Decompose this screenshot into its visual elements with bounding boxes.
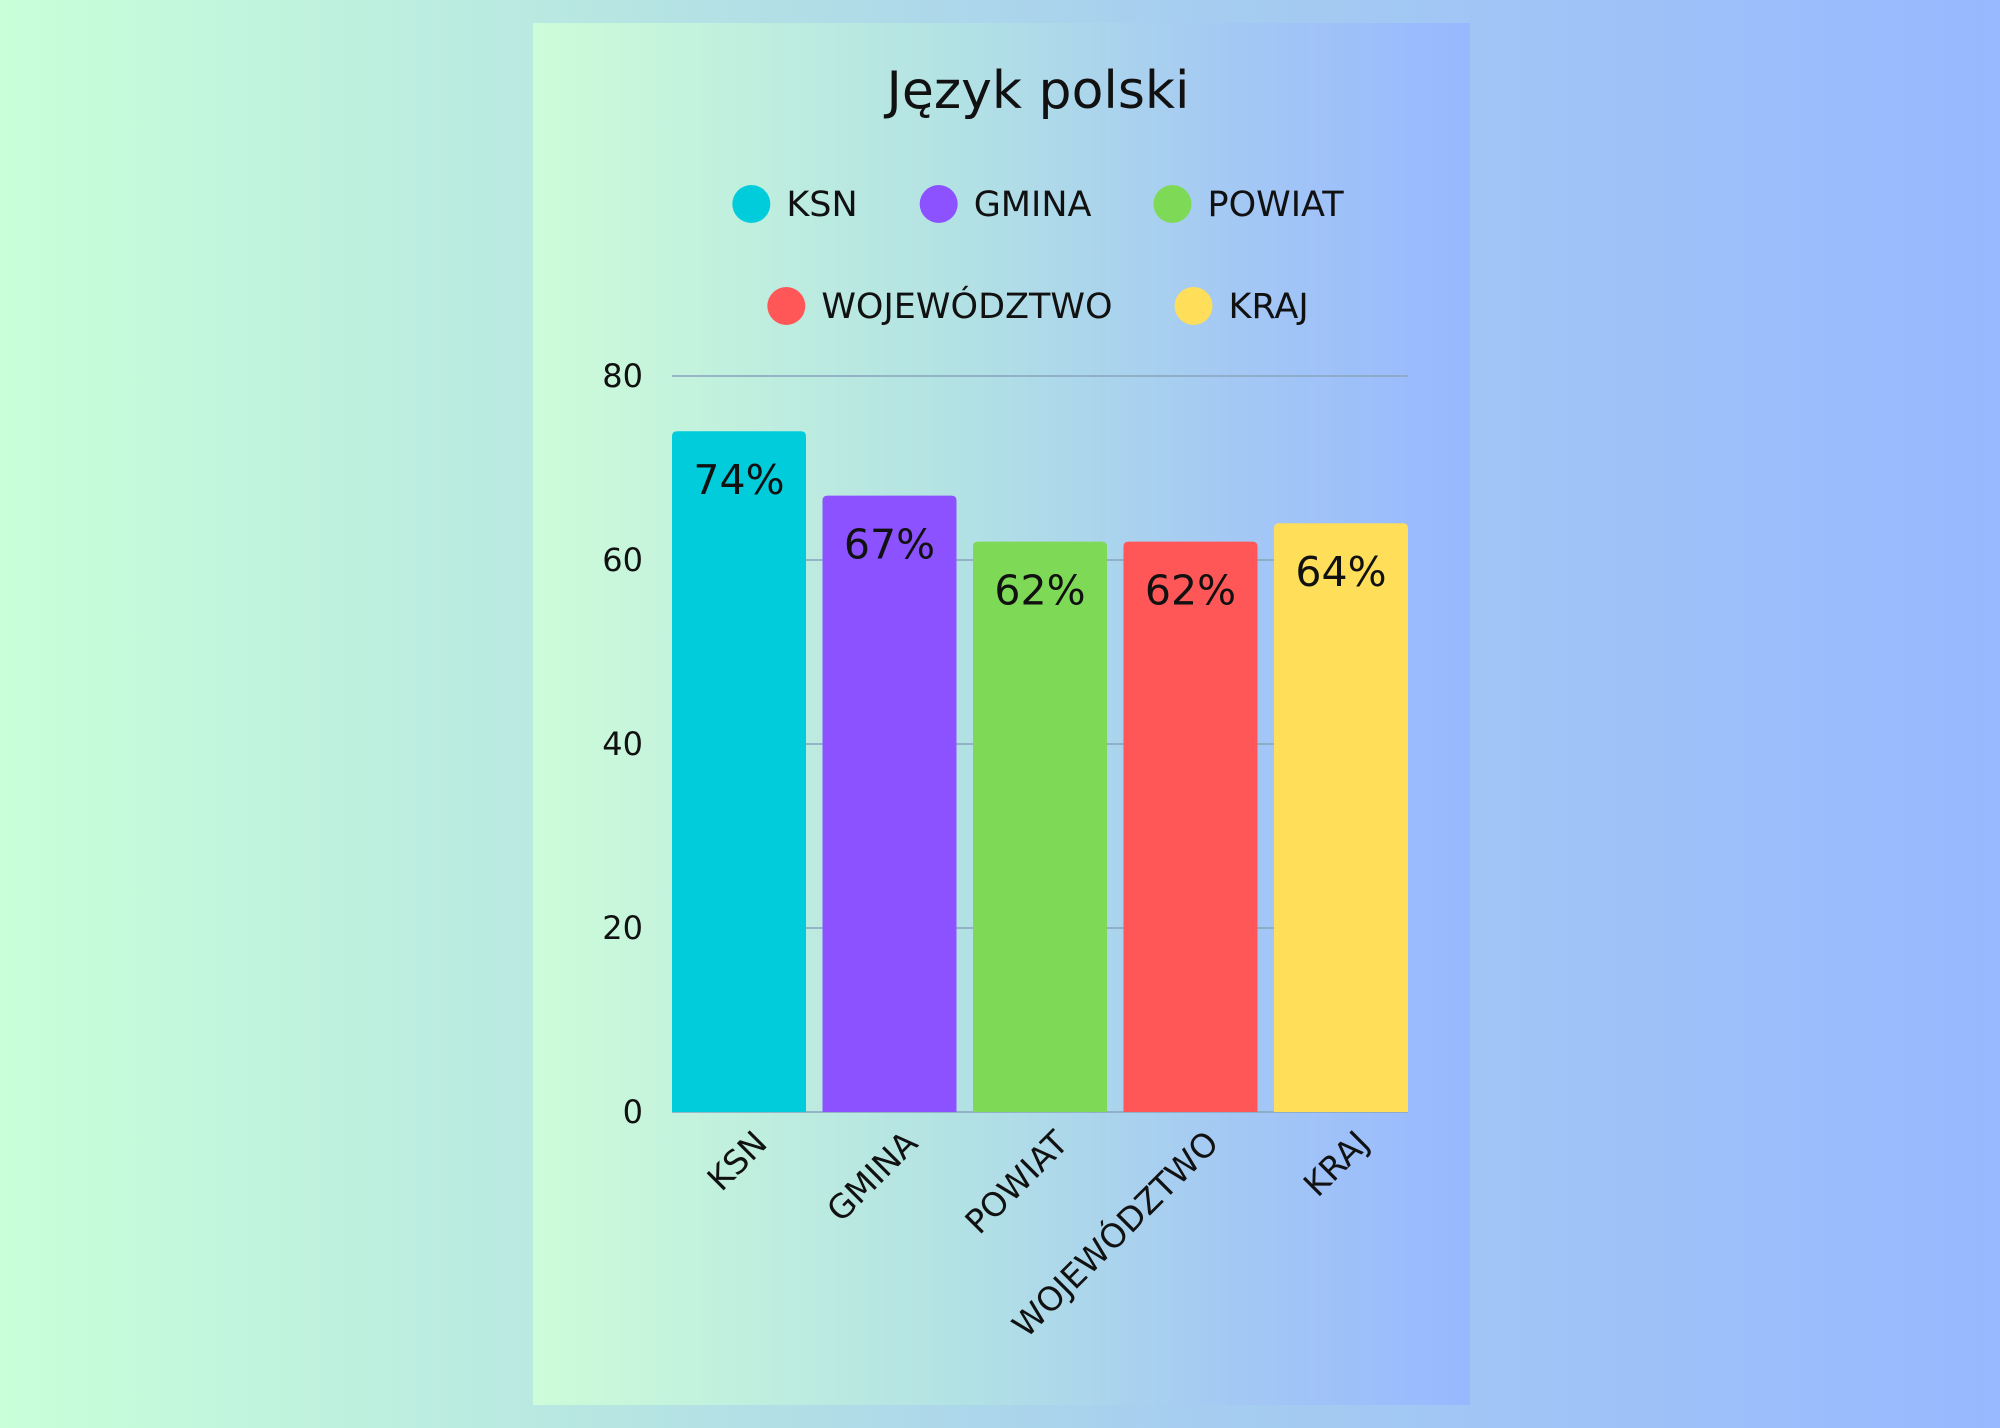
value-labels: 74% 67% 62% 62% 64% bbox=[693, 456, 1386, 614]
legend-item-ksn: KSN bbox=[732, 185, 858, 225]
legend-label-ksn: KSN bbox=[786, 185, 857, 225]
y-tick-label: 20 bbox=[602, 909, 643, 947]
y-tick-label: 0 bbox=[623, 1093, 643, 1131]
legend-swatch-ksn bbox=[732, 185, 771, 223]
value-label-gmina: 67% bbox=[844, 521, 935, 569]
x-label-kraj: KRAJ bbox=[1296, 1123, 1377, 1204]
bar-powiat bbox=[973, 541, 1107, 1112]
y-tick-label: 80 bbox=[602, 357, 643, 395]
value-label-wojewodztwo: 62% bbox=[1145, 567, 1236, 615]
legend-item-gmina: GMINA bbox=[919, 185, 1092, 225]
legend-swatch-powiat bbox=[1153, 185, 1192, 223]
x-label-gmina: GMINA bbox=[819, 1123, 925, 1229]
y-tick-label: 40 bbox=[602, 725, 643, 763]
legend-label-wojewodztwo: WOJEWÓDZTWO bbox=[821, 285, 1112, 327]
bar-ksn bbox=[672, 431, 806, 1112]
x-label-powiat: POWIAT bbox=[957, 1122, 1076, 1241]
bar-wojewodztwo bbox=[1123, 541, 1258, 1112]
legend-label-powiat: POWIAT bbox=[1207, 185, 1344, 225]
x-label-ksn: KSN bbox=[700, 1123, 775, 1198]
legend-label-kraj: KRAJ bbox=[1229, 287, 1309, 327]
value-label-powiat: 62% bbox=[994, 567, 1085, 615]
bars bbox=[672, 431, 1408, 1113]
legend-swatch-gmina bbox=[919, 185, 958, 223]
legend-swatch-kraj bbox=[1174, 287, 1213, 325]
y-tick-label: 60 bbox=[602, 541, 643, 579]
legend: KSN GMINA POWIAT WOJEWÓDZTWO KRAJ bbox=[732, 185, 1344, 327]
value-label-kraj: 64% bbox=[1295, 548, 1386, 596]
y-axis-ticks: 0 20 40 60 80 bbox=[602, 357, 643, 1131]
legend-item-powiat: POWIAT bbox=[1153, 185, 1344, 225]
value-label-ksn: 74% bbox=[693, 456, 784, 504]
bar-gmina bbox=[822, 495, 957, 1113]
bar-kraj bbox=[1274, 523, 1408, 1112]
legend-item-wojewodztwo: WOJEWÓDZTWO bbox=[767, 285, 1113, 327]
legend-item-kraj: KRAJ bbox=[1174, 287, 1309, 327]
legend-label-gmina: GMINA bbox=[974, 185, 1092, 225]
chart-title: Język polski bbox=[884, 61, 1190, 121]
legend-swatch-wojewodztwo bbox=[767, 287, 806, 325]
